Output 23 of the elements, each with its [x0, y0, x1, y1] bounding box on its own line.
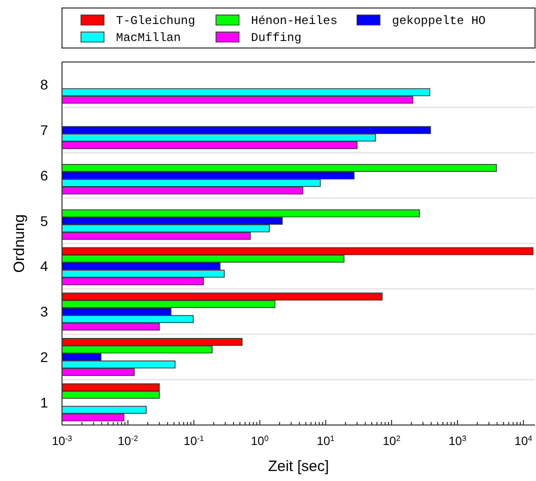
y-tick-label: 7 — [40, 122, 48, 138]
x-tick-label: 10$^{4}$ — [514, 434, 533, 448]
x-tick-label: 10$^{-1}$ — [184, 434, 204, 448]
legend-label: Hénon-Heiles — [251, 14, 338, 28]
x-tick-label: 10$^{3}$ — [448, 434, 466, 448]
legend-label: MacMillan — [116, 31, 181, 45]
y-axis-title: Ordnung — [11, 214, 28, 273]
legend-label: gekoppelte HO — [392, 14, 486, 28]
y-tick-label: 3 — [40, 304, 48, 320]
legend-label: Duffing — [251, 31, 302, 45]
x-tick-label: 10$^{2}$ — [382, 434, 400, 448]
x-tick-label: 10$^{0}$ — [250, 434, 270, 448]
x-tick-label: 10$^{1}$ — [316, 434, 335, 448]
y-tick-label: 8 — [40, 76, 48, 93]
y-tick-label: 5 — [40, 212, 48, 229]
y-tick-label: 6 — [40, 167, 48, 184]
y-tick-label: 2 — [40, 348, 48, 365]
x-tick-label: 10$^{-2}$ — [118, 434, 138, 448]
x-tick-label: 10$^{-3}$ — [52, 434, 72, 448]
y-tick-label: 1 — [40, 394, 48, 410]
y-tick-label: 4 — [40, 258, 48, 274]
x-axis-title: Zeit [sec] — [268, 458, 329, 475]
legend-label: T-Gleichung — [116, 14, 196, 28]
